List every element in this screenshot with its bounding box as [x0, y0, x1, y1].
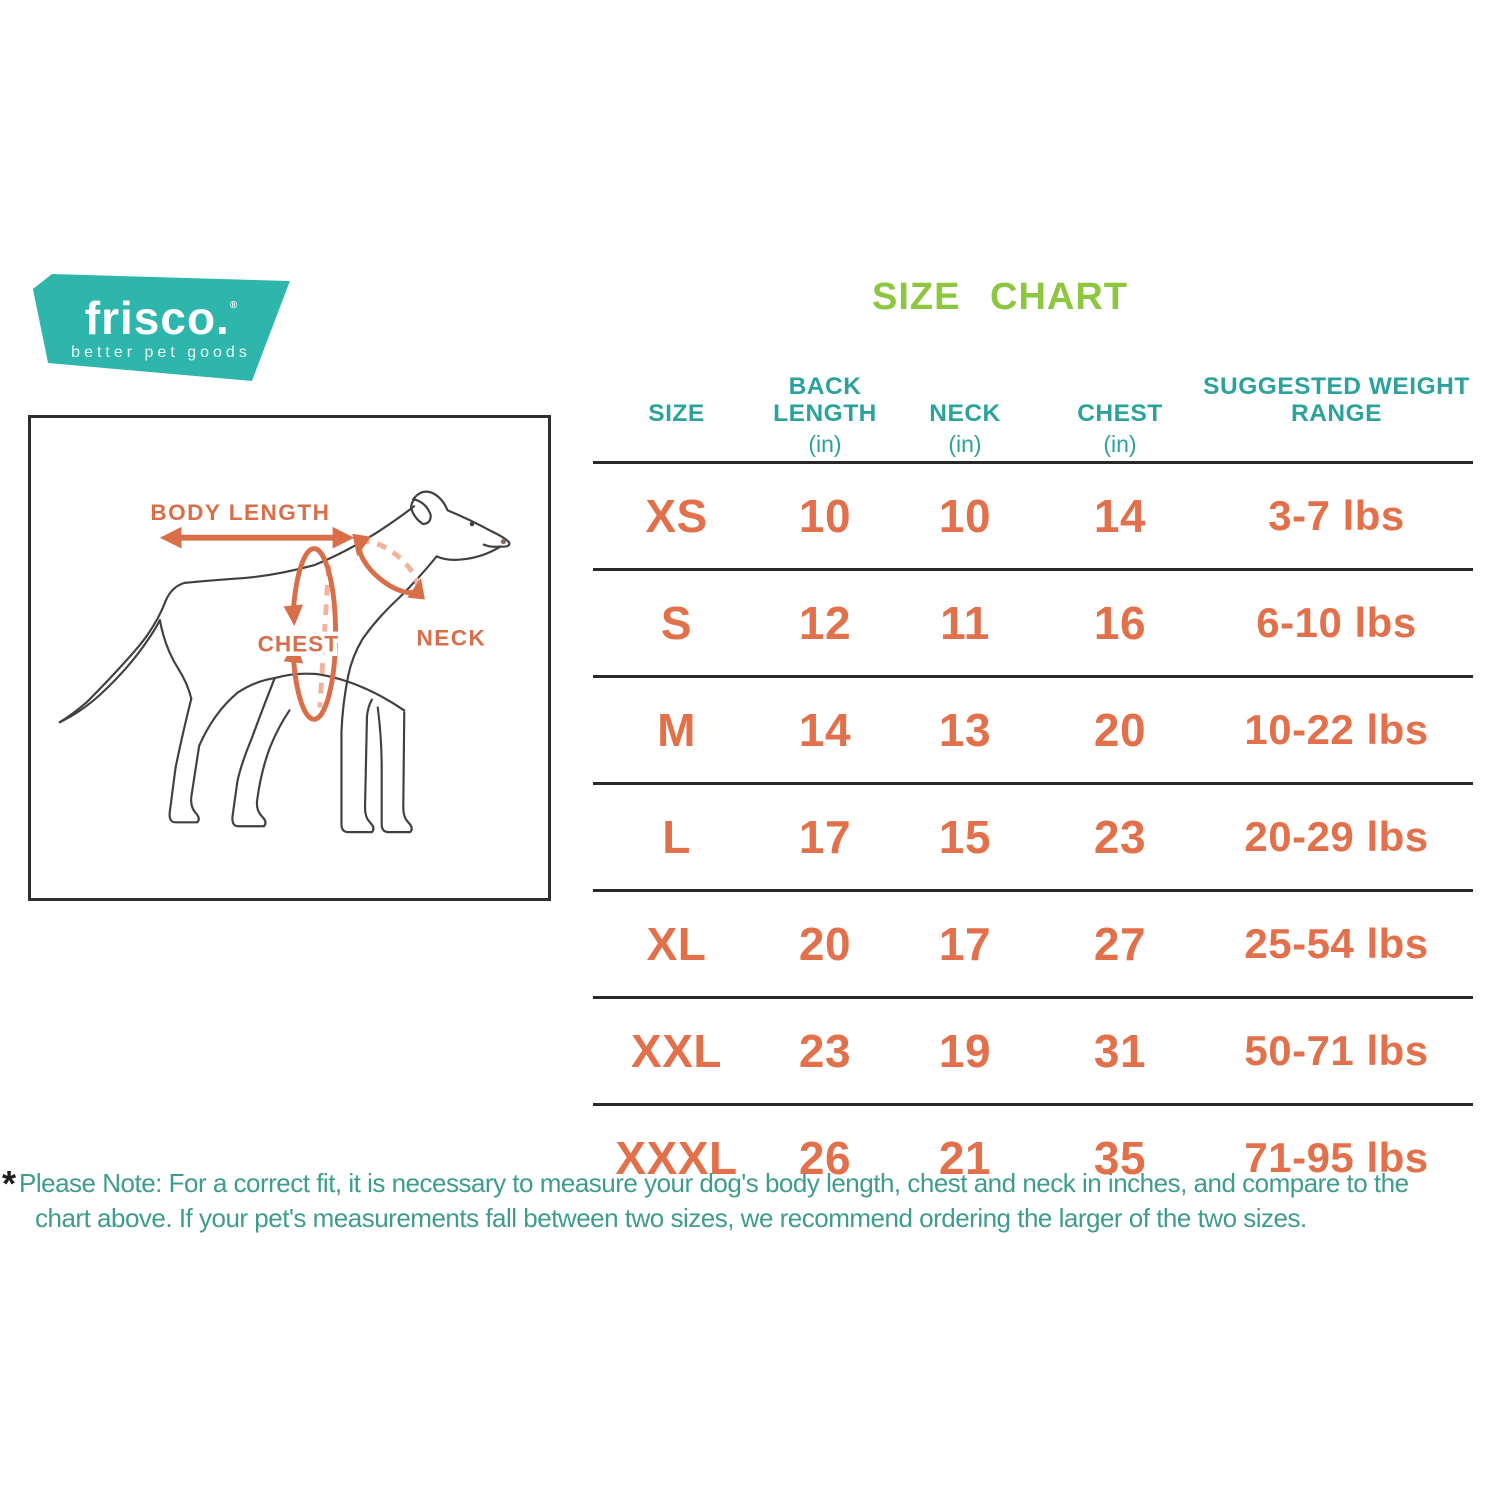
- dog-outline: [58, 490, 511, 834]
- column-header-size: SIZE: [648, 399, 705, 427]
- column-header-back-length: BACK LENGTH (in): [773, 373, 877, 457]
- neck-ellipse-dashed: [358, 539, 421, 592]
- chest-dashed-line: [317, 565, 332, 708]
- size-value: XXL: [631, 1025, 722, 1077]
- neck-value: 17: [938, 918, 992, 970]
- chest-value: 16: [1093, 597, 1147, 649]
- table-row-xxxl: XXXL 26 21 35 71-95 lbs: [593, 1103, 1473, 1210]
- size-value: S: [660, 597, 693, 649]
- chest-value: 31: [1093, 1025, 1147, 1077]
- body-length-label: BODY LENGTH: [150, 500, 330, 525]
- neck-value: 11: [940, 597, 990, 649]
- brand-tagline: better pet goods: [71, 344, 251, 361]
- measurement-annotations: BODY LENGTH CHEST NECK: [150, 500, 486, 722]
- chest-value: 35: [1093, 1132, 1147, 1184]
- chest-label: CHEST: [258, 632, 339, 657]
- table-row-xxl: XXL 23 19 31 50-71 lbs: [593, 996, 1473, 1103]
- chest-value: 27: [1093, 918, 1147, 970]
- weight-range-value: 3-7 lbs: [1268, 492, 1405, 539]
- column-header-weight-range: SUGGESTED WEIGHT RANGE: [1203, 373, 1470, 427]
- neck-value: 19: [938, 1025, 992, 1077]
- neck-value: 21: [938, 1132, 992, 1184]
- size-value: XL: [646, 918, 707, 970]
- footnote-line-1: Please Note: For a correct fit, it is ne…: [19, 1168, 1409, 1198]
- registered-mark: ®: [229, 300, 238, 311]
- table-row-xl: XL 20 17 27 25-54 lbs: [593, 889, 1473, 996]
- back-length-value: 20: [798, 918, 852, 970]
- chest-ellipse: [313, 546, 338, 722]
- neck-value: 15: [938, 811, 992, 863]
- table-row-m: M 14 13 20 10-22 lbs: [593, 675, 1473, 782]
- weight-range-value: 6-10 lbs: [1256, 599, 1417, 646]
- back-length-value: 12: [798, 597, 852, 649]
- weight-range-value: 50-71 lbs: [1244, 1027, 1429, 1074]
- footnote-asterisk: *: [2, 1163, 17, 1204]
- footnote-line-2: chart above. If your pet's measurements …: [35, 1202, 1307, 1233]
- back-length-value: 23: [798, 1025, 852, 1077]
- table-header-row: SIZE BACK LENGTH (in) NECK (in) CHEST (i…: [593, 338, 1473, 461]
- frisco-logo: frisco.® better pet goods: [32, 273, 290, 382]
- footnote: * Please Note: For a correct fit, it is …: [2, 1166, 1409, 1236]
- neck-value: 13: [938, 704, 992, 756]
- footnote-text: Please Note: For a correct fit, it is ne…: [19, 1166, 1409, 1236]
- column-header-chest: CHEST (in): [1077, 399, 1163, 457]
- back-length-value: 26: [798, 1132, 852, 1184]
- weight-range-value: 71-95 lbs: [1244, 1134, 1429, 1181]
- size-chart-title: SIZE CHART: [872, 276, 1128, 318]
- brand-name: frisco.®: [85, 295, 237, 341]
- size-value: L: [662, 811, 691, 863]
- weight-range-value: 10-22 lbs: [1244, 706, 1429, 753]
- chest-value: 23: [1093, 811, 1147, 863]
- size-value: XXXL: [615, 1132, 738, 1184]
- dog-diagram-svg: BODY LENGTH CHEST NECK: [58, 490, 511, 834]
- size-value: M: [657, 704, 696, 756]
- neck-label: NECK: [416, 626, 486, 651]
- table-row-l: L 17 15 23 20-29 lbs: [593, 782, 1473, 889]
- size-table: SIZE BACK LENGTH (in) NECK (in) CHEST (i…: [593, 338, 1473, 1210]
- neck-value: 10: [938, 490, 992, 542]
- back-length-value: 17: [798, 811, 852, 863]
- weight-range-value: 20-29 lbs: [1244, 813, 1429, 860]
- chest-value: 14: [1093, 490, 1147, 542]
- back-length-value: 14: [798, 704, 852, 756]
- table-row-s: S 12 11 16 6-10 lbs: [593, 568, 1473, 675]
- back-length-value: 10: [798, 490, 852, 542]
- dog-measurement-diagram: BODY LENGTH CHEST NECK: [28, 415, 551, 901]
- table-row-xs: XS 10 10 14 3-7 lbs: [593, 461, 1473, 568]
- size-value: XS: [645, 490, 708, 542]
- brand-text: frisco.: [84, 292, 230, 344]
- column-header-neck: NECK (in): [929, 399, 1001, 457]
- weight-range-value: 25-54 lbs: [1244, 920, 1429, 967]
- chest-value: 20: [1093, 704, 1147, 756]
